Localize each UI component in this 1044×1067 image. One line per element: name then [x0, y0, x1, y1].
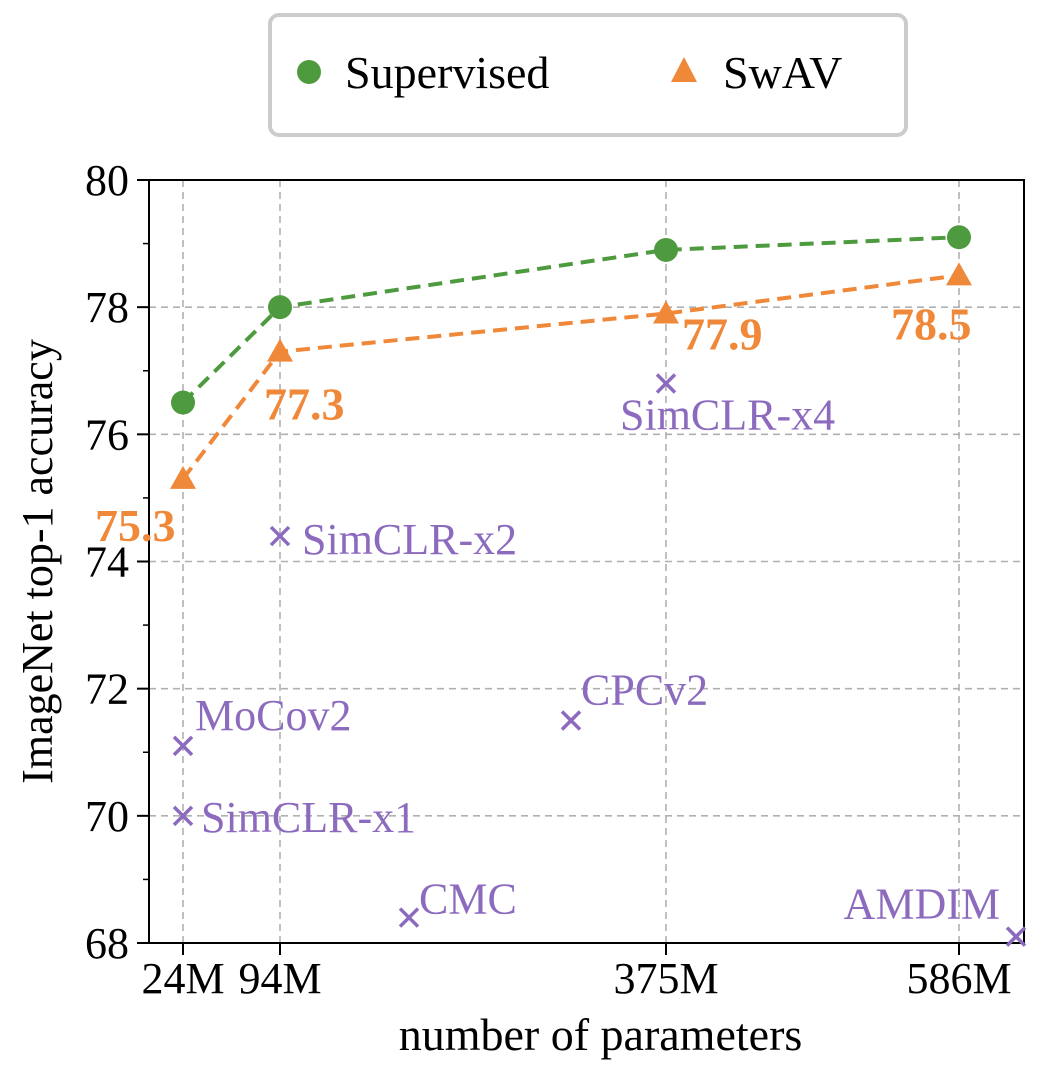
simclr-x1-label: SimCLR-x1 — [201, 793, 416, 842]
swav-point — [653, 300, 679, 324]
legend-supervised-label: Supervised — [345, 47, 549, 98]
simclr-x2-point — [269, 525, 291, 547]
amdim-point — [1005, 926, 1027, 947]
cpcv2-label: CPCv2 — [581, 665, 708, 714]
swav-data-label: 77.9 — [682, 309, 763, 360]
simclr-x4-point — [655, 373, 677, 394]
mocov2-label: MoCov2 — [195, 691, 351, 740]
supervised-point — [947, 225, 971, 250]
x-tick-label: 586M — [906, 954, 1011, 1003]
cmc-label: CMC — [419, 875, 517, 924]
legend-supervised-marker — [297, 60, 321, 84]
simclr-x1-point — [172, 805, 194, 827]
y-tick-label: 72 — [85, 665, 129, 714]
legend-swav-marker — [671, 57, 697, 82]
swav-data-label: 78.5 — [891, 298, 972, 349]
y-tick-label: 80 — [85, 156, 129, 205]
supervised-point — [268, 295, 292, 320]
swav-point — [170, 465, 196, 489]
cmc-point — [398, 907, 420, 928]
x-axis-label: number of parameters — [399, 1009, 803, 1060]
y-tick-label: 76 — [85, 410, 129, 459]
swav-data-label: 75.3 — [95, 500, 176, 551]
supervised-point — [654, 237, 678, 262]
x-tick-label: 375M — [613, 954, 718, 1003]
simclr-x4-label: SimCLR-x4 — [620, 390, 835, 439]
swav-point — [946, 262, 972, 286]
y-tick-label: 70 — [85, 792, 129, 841]
y-axis-label: ImageNet top-1 accuracy — [13, 339, 62, 784]
legend-swav-label: SwAV — [723, 47, 842, 98]
x-tick-label: 24M — [141, 954, 224, 1003]
swav-data-label: 77.3 — [264, 379, 345, 430]
supervised-point — [171, 390, 195, 415]
x-tick-label: 94M — [238, 954, 321, 1003]
swav-line — [181, 273, 960, 481]
amdim-label: AMDIM — [844, 880, 1000, 929]
y-tick-label: 68 — [85, 919, 129, 968]
y-tick-label: 78 — [85, 283, 129, 332]
legend-box — [268, 13, 908, 137]
supervised-line — [181, 235, 960, 404]
simclr-x2-label: SimCLR-x2 — [302, 515, 517, 564]
swav-point — [267, 338, 293, 362]
mocov2-point — [172, 735, 194, 757]
cpcv2-point — [560, 710, 582, 731]
y-tick-label: 74 — [85, 538, 129, 587]
